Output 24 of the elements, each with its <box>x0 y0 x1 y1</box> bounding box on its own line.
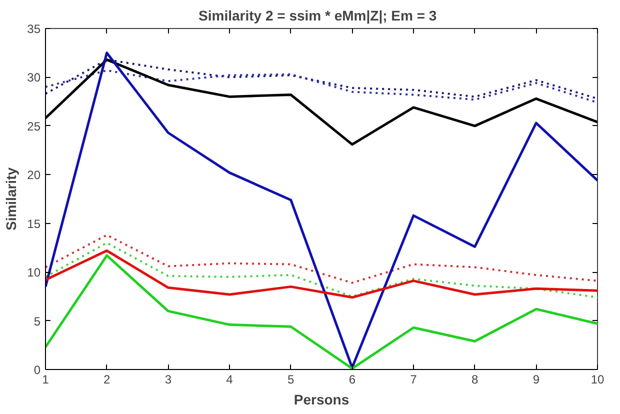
x-tick-label: 2 <box>103 372 110 386</box>
y-tick-label: 5 <box>34 314 41 328</box>
y-tick-label: 10 <box>27 266 41 280</box>
x-axis-title: Persons <box>294 392 350 408</box>
x-tick-label: 6 <box>348 372 356 386</box>
x-tick-label: 3 <box>164 372 172 386</box>
x-tick-label: 10 <box>590 372 604 386</box>
x-tick-label: 8 <box>471 372 478 386</box>
y-tick-label: 0 <box>34 363 41 377</box>
y-tick-label: 35 <box>27 22 41 36</box>
line-series <box>46 58 598 100</box>
y-tick-label: 15 <box>27 216 41 231</box>
y-tick-label: 30 <box>27 70 41 85</box>
x-tick-label: 4 <box>226 372 234 386</box>
line-series <box>46 234 598 284</box>
chart-title: Similarity 2 = ssim * eMm|Z|; Em = 3 <box>198 8 437 24</box>
x-tick-label: 9 <box>532 372 540 386</box>
y-tick-label: 20 <box>27 168 41 182</box>
x-tick-label: 5 <box>287 372 294 386</box>
x-tick-label: 1 <box>42 372 50 386</box>
y-axis-title: Similarity <box>3 167 20 231</box>
y-tick-label: 25 <box>27 119 41 134</box>
x-tick-label: 7 <box>410 372 418 386</box>
line-series <box>46 69 598 104</box>
